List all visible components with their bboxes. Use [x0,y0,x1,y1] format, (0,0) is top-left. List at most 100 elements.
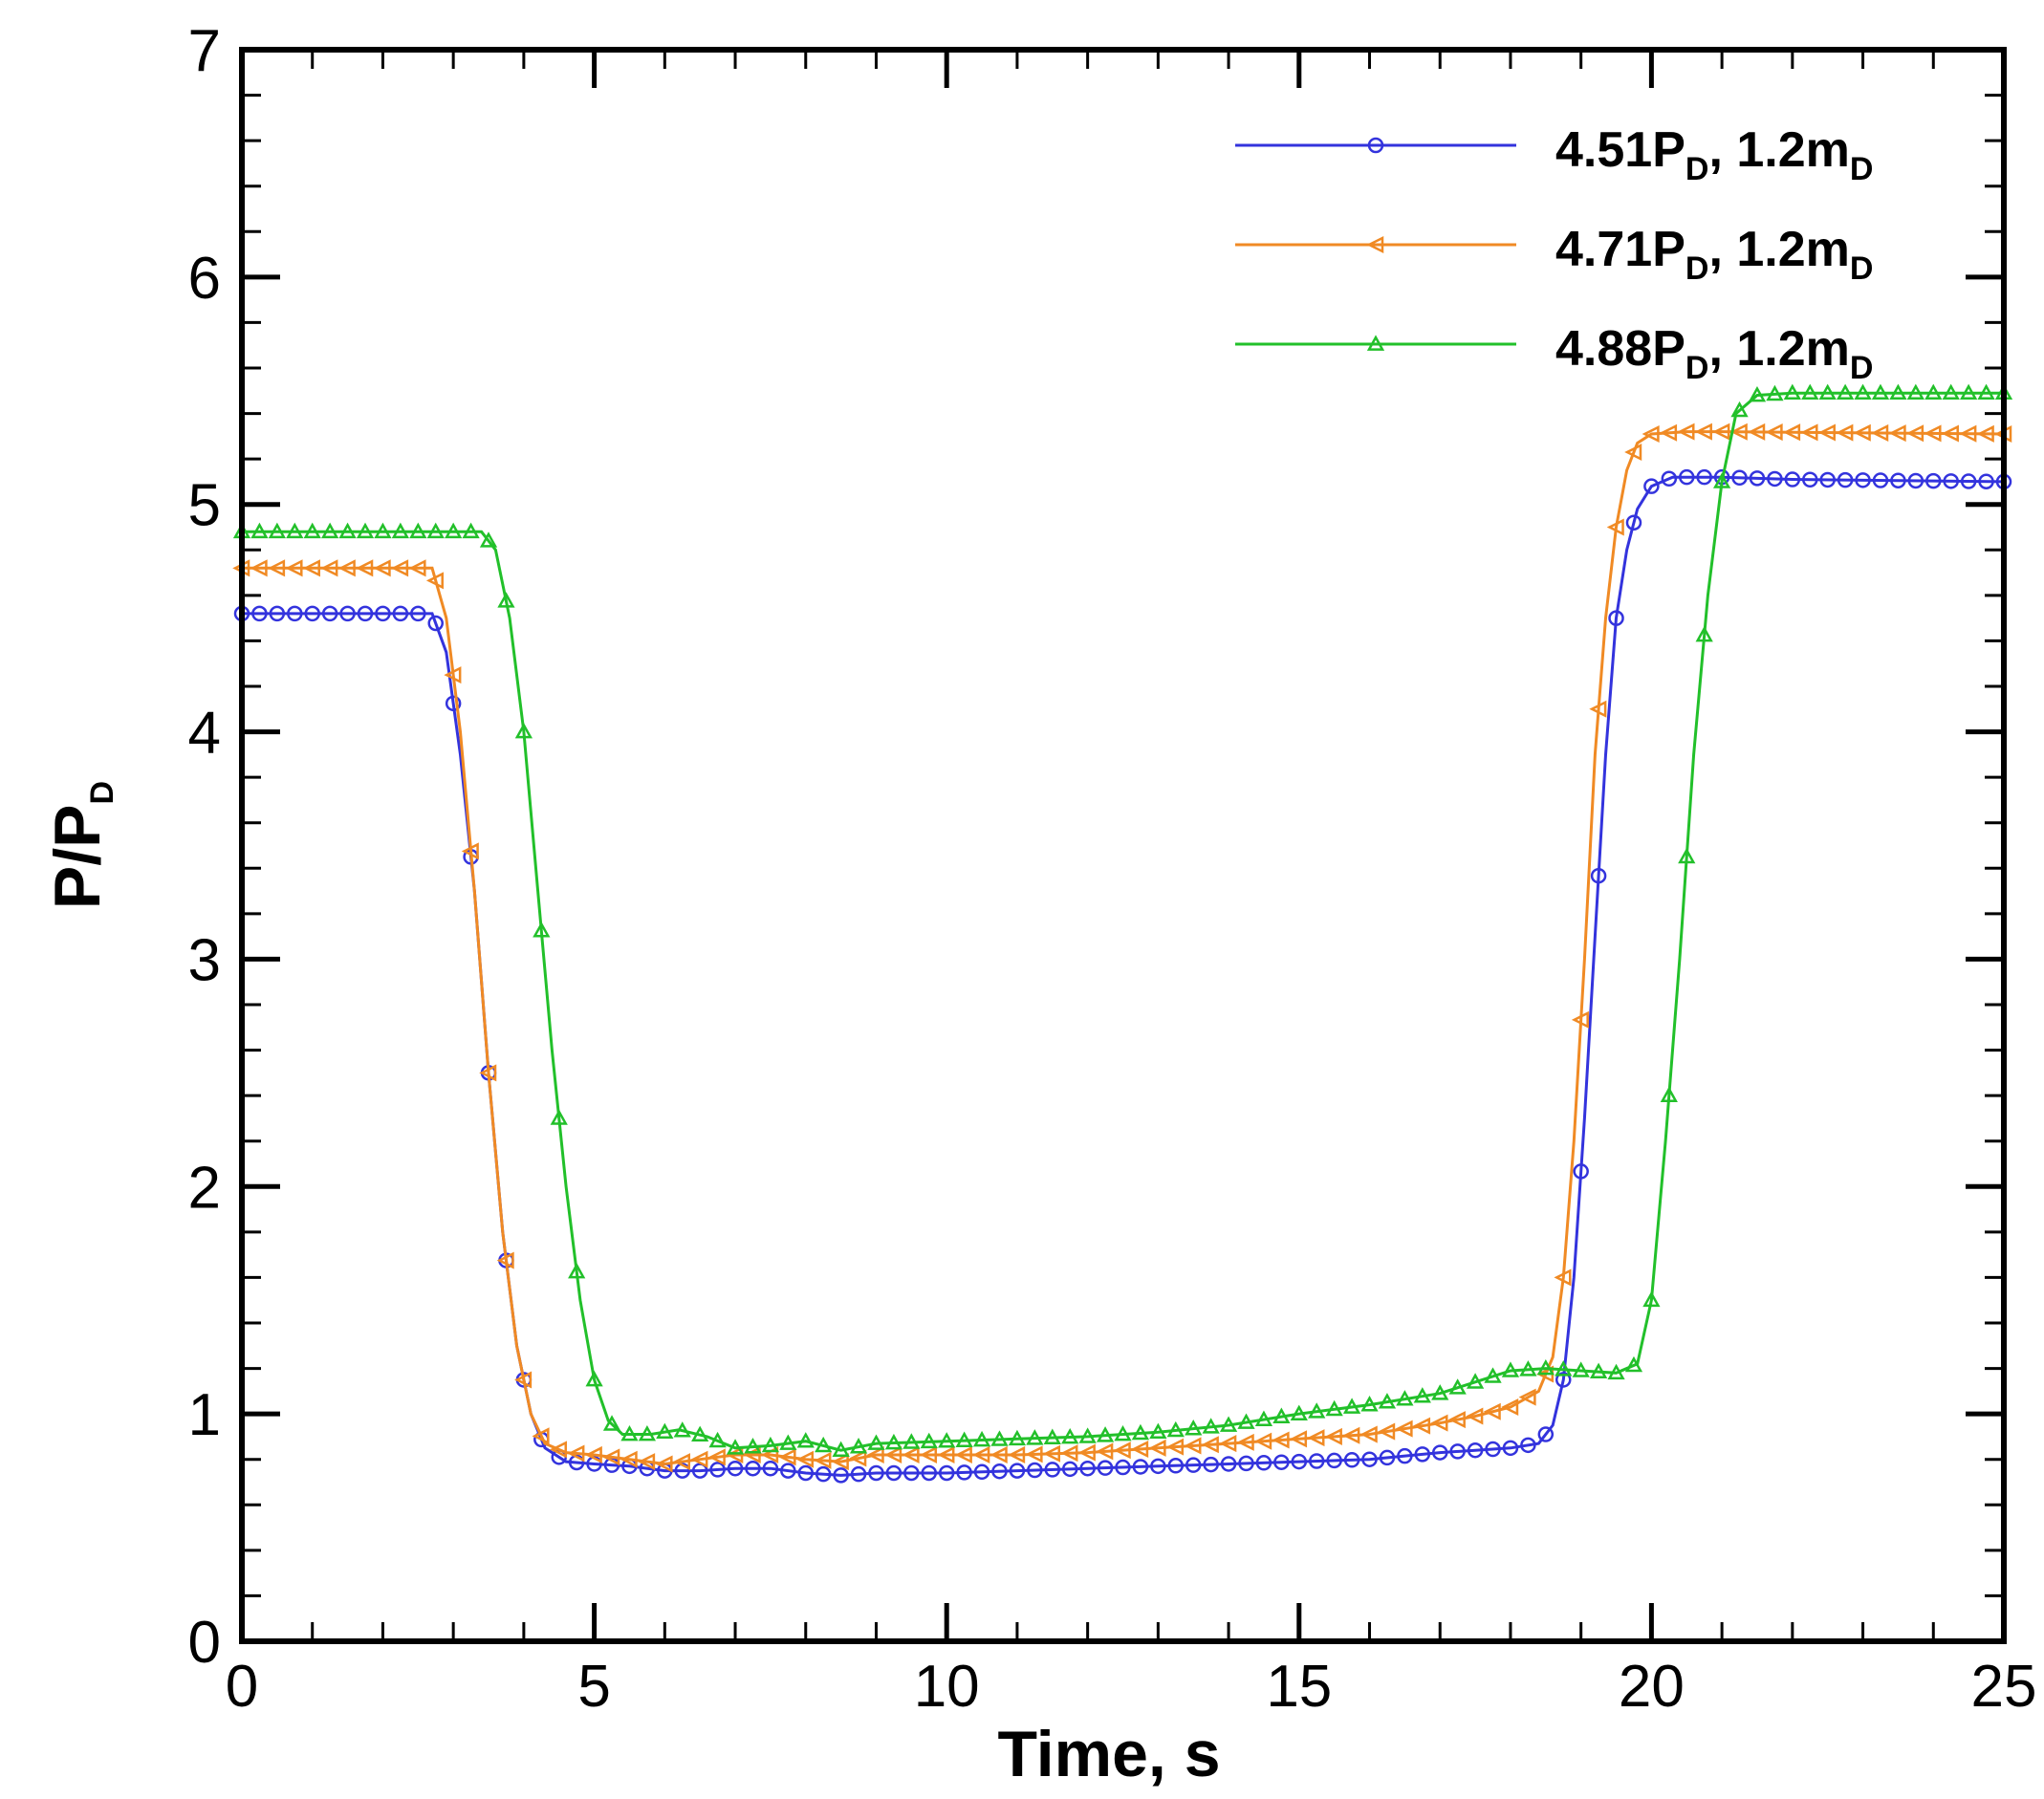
data-point [1290,1404,1308,1420]
data-point [1555,1360,1573,1376]
data-point [391,522,409,539]
data-point [479,531,498,548]
data-point [303,522,321,539]
y-axis-title: P/PD [41,781,120,909]
data-point [356,559,374,577]
x-axis-title: Time, s [997,1718,1220,1790]
data-point [885,1464,902,1482]
data-point [1131,1440,1149,1459]
data-point [833,1467,849,1484]
data-point [1836,423,1854,442]
data-point [532,1427,550,1445]
data-point [1272,1407,1291,1423]
data-point [655,1455,673,1473]
data-point [709,1462,726,1478]
data-point [1537,1426,1555,1442]
data-point [727,1460,744,1477]
x-minor-ticks [311,50,1935,1641]
legend-item: 4.71PD, 1.2mD [1235,222,1873,287]
data-point [1767,470,1783,488]
data-point [762,1460,779,1477]
data-point [1359,1425,1378,1443]
data-point [1483,1402,1501,1420]
data-point [1959,424,1977,443]
y-tick-label: 2 [188,1155,221,1221]
data-point [1096,1426,1115,1442]
data-point [1766,384,1784,401]
data-point [1291,1453,1308,1470]
data-point [1061,1427,1079,1444]
data-point [1379,1449,1396,1466]
legend-label: 4.88PD, 1.2mD [1555,321,1873,386]
data-point [1520,1437,1536,1454]
y-tick-label: 4 [188,701,221,767]
data-point [1837,383,1855,401]
data-point [1783,383,1801,401]
data-point [533,921,551,938]
data-point [1238,1455,1254,1472]
data-point [1607,1363,1625,1380]
data-point [919,1445,938,1463]
data-point [831,1453,849,1471]
y-axis-title-main: P/P [41,804,114,909]
data-point [795,1450,815,1468]
data-point [726,1439,745,1455]
data-point [1448,1378,1467,1395]
data-point [514,1371,533,1389]
legend-label-sub: D [1850,151,1874,187]
y-major-ticks [242,47,2004,1644]
data-point [902,1433,921,1449]
data-point [1272,1431,1290,1449]
y-tick-label: 3 [188,927,221,993]
data-point [797,1464,815,1482]
data-point [356,522,375,539]
data-point [884,1445,902,1463]
data-point [1008,1445,1026,1463]
data-point [250,559,268,577]
data-point [1854,383,1872,401]
y-minor-ticks [242,94,2004,1597]
data-point [1308,1402,1326,1419]
data-point [1890,472,1906,488]
plot-frame [239,47,2007,1644]
data-point [955,1431,973,1447]
data-point [251,605,268,622]
data-point [1801,383,1819,401]
data-point [954,1445,972,1463]
data-point [832,1441,850,1458]
series-2 [232,423,2012,1473]
data-point [1115,1459,1131,1476]
data-point [1201,1436,1219,1454]
data-point [549,1441,567,1459]
data-point [1078,1427,1097,1443]
data-point [1395,1420,1413,1438]
data-point [568,1262,586,1279]
data-point [866,1445,884,1463]
data-point [707,1448,726,1466]
data-point [1678,847,1696,864]
data-point [1430,1414,1448,1432]
data-point [339,605,356,622]
data-point [690,1450,708,1468]
y-tick-labels: 0 1 2 3 4 5 6 7 [188,18,221,1676]
data-point [850,1465,867,1483]
data-point [1026,1429,1044,1445]
data-point [1203,1456,1219,1473]
data-point [815,1465,832,1483]
legend-label: 4.71PD, 1.2mD [1555,222,1873,287]
data-point [1166,1420,1185,1438]
svg-text:P/PD: P/PD [41,781,120,909]
data-point [269,605,286,622]
data-point [1978,473,1994,489]
data-point [1817,423,1836,442]
legend-label-main: , 1.2m [1708,122,1849,178]
data-point [1608,610,1624,626]
data-point [620,1424,639,1441]
data-point [1485,1441,1501,1458]
x-tick-label: 15 [1266,1654,1332,1720]
data-point [1748,423,1766,441]
y-tick-label: 0 [188,1610,221,1676]
data-point [1466,1407,1484,1425]
data-point [1660,423,1678,442]
data-point [1625,514,1642,531]
